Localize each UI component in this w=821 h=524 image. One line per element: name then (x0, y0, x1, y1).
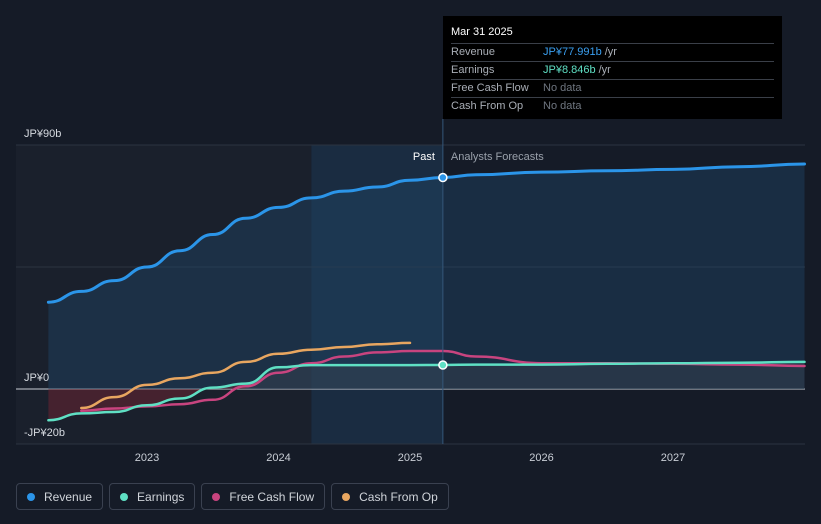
tooltip-date: Mar 31 2025 (451, 26, 513, 38)
tooltip-row-cash-from-op: Cash From Op No data (451, 97, 774, 115)
legend-dot-icon (120, 492, 129, 501)
series-lines (46, 162, 806, 422)
tooltip-label: Free Cash Flow (451, 82, 529, 94)
gridlines (16, 144, 805, 445)
legend-label: Cash From Op (359, 489, 438, 504)
revenue-marker (438, 172, 448, 183)
tooltip: Mar 31 2025 Revenue JP¥77.991b /yr Earni… (443, 16, 782, 119)
y-tick-label: -JP¥20b (24, 427, 65, 439)
markers (438, 172, 448, 370)
legend-item-revenue[interactable]: Revenue (16, 483, 104, 510)
legend-label: Earnings (137, 489, 185, 504)
legend-label: Free Cash Flow (229, 489, 315, 504)
legend-item-cash-from-op[interactable]: Cash From Op (331, 483, 449, 510)
x-tick-label: 2026 (529, 452, 553, 464)
forecast-label: Analysts Forecasts (451, 151, 544, 163)
tick-labels: JP¥90b JP¥0 -JP¥20b 2023 2024 2025 2026 2027 (24, 128, 685, 464)
x-tick-label: 2027 (661, 452, 685, 464)
revenue-line (46, 162, 806, 304)
y-tick-label: JP¥90b (24, 128, 61, 140)
tooltip-label: Earnings (451, 64, 495, 76)
forecast-region (311, 145, 443, 444)
y-tick-label: JP¥0 (24, 372, 49, 384)
legend-dot-icon (212, 492, 221, 501)
legend-item-earnings[interactable]: Earnings (109, 483, 196, 510)
past-label: Past (413, 151, 435, 163)
tooltip-value: No data (543, 100, 582, 112)
tooltip-unit: /yr (604, 46, 617, 58)
legend-item-free-cash-flow[interactable]: Free Cash Flow (201, 483, 326, 510)
tooltip-unit: /yr (598, 64, 611, 76)
cash-from-op-line (80, 341, 412, 410)
tooltip-label: Cash From Op (451, 100, 524, 112)
tooltip-row-earnings: Earnings JP¥8.846b /yr (451, 61, 774, 79)
tooltip-value: No data (543, 82, 582, 94)
x-tick-label: 2025 (398, 452, 422, 464)
legend: Revenue Earnings Free Cash Flow Cash Fro… (16, 483, 449, 510)
tooltip-label: Revenue (451, 46, 496, 58)
legend-dot-icon (27, 492, 35, 501)
past-shade (16, 145, 312, 444)
earnings-line (47, 360, 806, 422)
earnings-marker (438, 360, 448, 370)
tooltip-row-revenue: Revenue JP¥77.991b /yr (451, 43, 774, 61)
legend-label: Revenue (44, 489, 93, 504)
tooltip-value: JP¥77.991b (543, 46, 602, 58)
earnings-area (245, 361, 805, 389)
x-tick-label: 2023 (135, 452, 159, 464)
tooltip-row-free-cash-flow: Free Cash Flow No data (451, 79, 774, 97)
x-tick-label: 2024 (266, 452, 290, 464)
legend-dot-icon (342, 492, 351, 501)
tooltip-value: JP¥8.846b (543, 64, 596, 76)
